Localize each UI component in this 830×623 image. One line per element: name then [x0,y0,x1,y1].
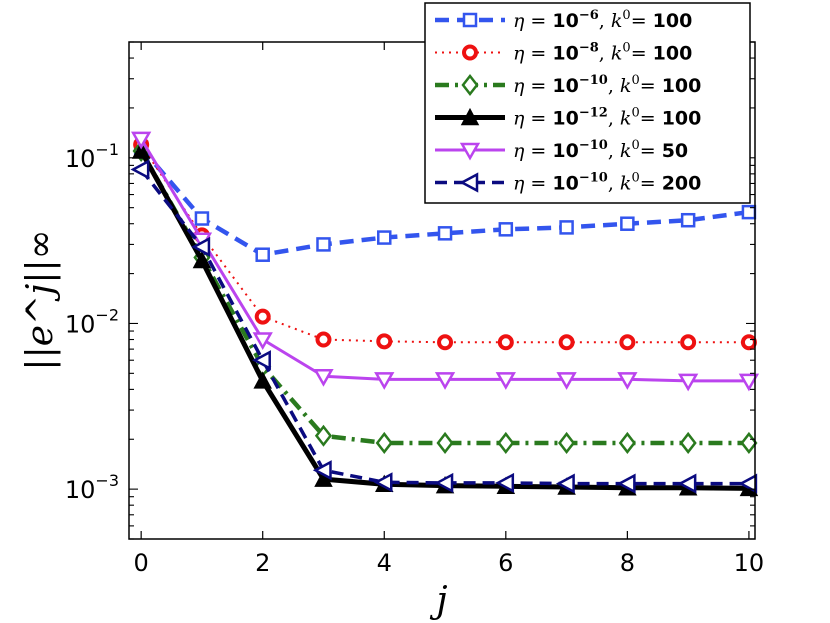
y-tick-label: 10−1 [65,140,119,173]
series-2-point [437,334,454,351]
series-1 [133,140,757,262]
series-2-point [315,331,332,348]
series-5-point [374,372,395,390]
legend-box [424,2,751,204]
series-5 [131,131,760,392]
series-2-point [558,334,575,351]
legend-marker [462,44,478,61]
legend-marker [462,12,478,28]
series-3-point [740,431,758,454]
series-1-point [498,222,514,237]
x-tick-label: 2 [255,549,270,577]
series-4-point [131,141,151,159]
legend-label: η = 10−8, k0= 100 [513,41,692,65]
legend-entry: η = 10−10, k0= 200 [435,171,701,195]
legend: η = 10−6, k0= 100 η = 10−8, k0= 100 η = 10… [424,2,751,204]
series-6-point [191,236,211,257]
series-1-point [437,226,453,241]
series-2-point [497,334,514,351]
series-2-point [254,308,271,325]
series-6 [130,159,758,494]
legend-entry: η = 10−6, k0= 100 [435,8,692,32]
series-6-point [312,460,332,481]
series-5-point [131,131,152,150]
x-tick-label: 10 [734,549,765,577]
series-6-point [373,472,393,493]
legend-entry: η = 10−8, k0= 100 [435,41,692,65]
series-3-point [375,431,393,454]
series-2-line [140,144,749,344]
series-5-point [434,372,456,390]
series-5-point [677,373,699,392]
x-tick-label: 0 [134,549,149,577]
legend-marker [459,172,479,193]
legend-label: η = 10−10, k0= 50 [513,138,688,162]
series-1-point [680,212,696,228]
x-axis-label: j [429,580,447,621]
series-2-point [680,334,697,351]
series-5-point [738,373,760,392]
series-1-point [559,220,574,235]
series-3-line [139,149,749,446]
series-1-line [139,146,750,257]
series-6-point [616,473,636,494]
series-5-point [556,372,577,390]
series-2-point [376,333,393,350]
series-3-point [558,431,576,454]
plot-lines [130,131,760,497]
legend-marker [460,107,480,126]
y-axis: 10−1 10−2 10−3 [65,41,755,540]
y-tick-label: 10−2 [65,305,119,338]
legend-label: η = 10−6, k0= 100 [513,8,692,32]
series-3-point [314,424,333,447]
y-axis-label: ||e^j||∞ [20,229,61,370]
legend-marker [461,73,479,97]
legend-entry: η = 10−10, k0= 100 [435,73,701,97]
legend-label: η = 10−10, k0= 100 [513,73,701,97]
series-1-point [316,237,331,252]
series-3-point [436,431,454,454]
legend-marker [459,142,481,161]
series-5-point [313,369,334,387]
series-6-point [130,159,150,180]
x-tick-label: 4 [377,549,392,577]
series-2-point [740,334,757,351]
series-5-point [495,372,516,390]
series-6-point [434,472,454,494]
series-5-point [252,332,273,351]
series-5-point [617,372,638,390]
series-3-point [679,431,697,454]
series-1-point [620,216,635,231]
series-4-point [192,250,212,269]
series-3-point [618,431,636,454]
y-tick-label: 10−3 [65,471,119,504]
series-1-point [194,211,210,226]
series-6-point [495,472,515,494]
legend-label: η = 10−12, k0= 100 [513,106,701,130]
series-1-point [377,230,392,245]
x-tick-label: 8 [620,549,635,577]
x-axis: 0 2 4 6 8 10 [134,42,765,577]
series-3-point [497,431,515,454]
series-2-point [619,334,636,351]
series-6-point [677,473,697,494]
x-tick-label: 6 [498,549,513,577]
series-1-point [255,247,270,262]
series-6-point [738,473,758,494]
legend-entry: η = 10−10, k0= 50 [435,138,688,162]
series-6-point [555,473,575,494]
series-6-point [252,350,271,371]
series-4-point [253,371,272,389]
legend-entry: η = 10−12, k0= 100 [435,106,701,130]
series-4-point [314,469,333,487]
legend-label: η = 10−10, k0= 200 [513,171,701,195]
